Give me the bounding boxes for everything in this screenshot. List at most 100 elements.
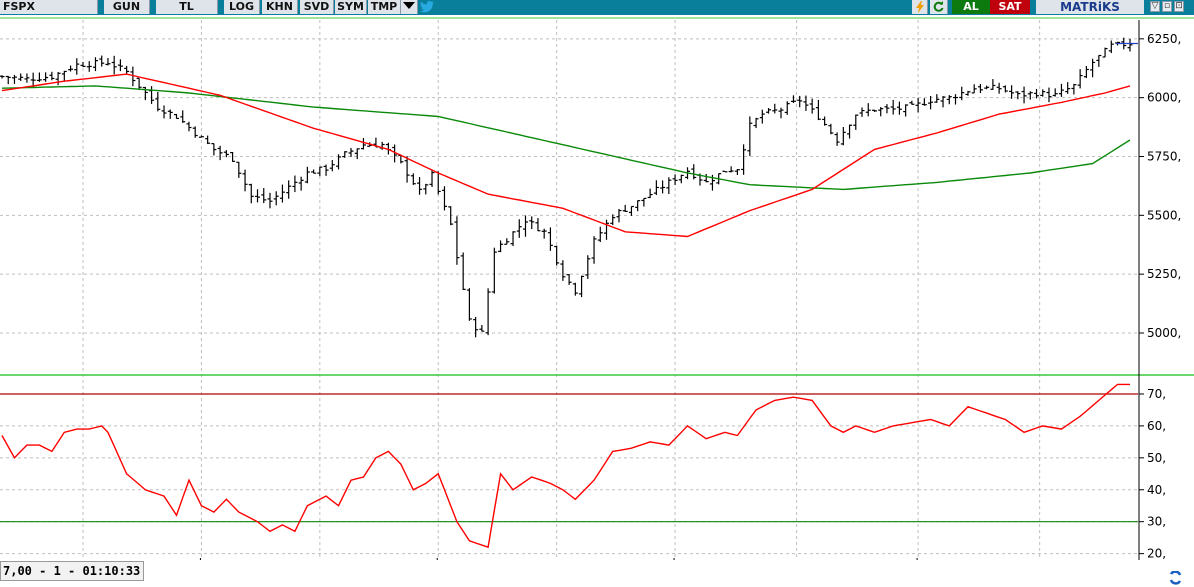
ohlc-bar: [404, 156, 410, 183]
khn-button[interactable]: KHN: [262, 0, 298, 14]
svd-button[interactable]: SVD: [300, 0, 334, 14]
symbol-field[interactable]: FSPX: [0, 0, 98, 14]
ohlc-bar: [1015, 91, 1021, 100]
refresh-button[interactable]: [930, 0, 948, 14]
ohlc-bar: [641, 197, 647, 207]
ohlc-bar: [217, 145, 223, 161]
ohlc-bar: [491, 247, 497, 294]
y-tick-label: 5500,: [1147, 208, 1181, 222]
ohlc-bar: [211, 143, 217, 156]
ohlc-bar: [61, 70, 67, 82]
ohlc-bar: [5, 75, 11, 85]
ohlc-bar: [105, 57, 111, 66]
y-tick-label: 6250,: [1147, 32, 1181, 46]
ohlc-bar: [117, 59, 123, 72]
ohlc-bar: [604, 219, 610, 240]
ohlc-bar: [498, 240, 504, 253]
ohlc-bar: [223, 150, 229, 158]
ohlc-bar: [822, 116, 828, 126]
ohlc-bar: [635, 200, 641, 212]
sync-icon[interactable]: [1166, 571, 1190, 585]
dropdown-button[interactable]: [401, 0, 418, 14]
lightning-button[interactable]: [912, 0, 928, 14]
ohlc-bar: [516, 219, 522, 238]
ohlc-bar: [304, 166, 310, 184]
gun-button[interactable]: GUN: [104, 0, 150, 14]
ohlc-bar: [111, 55, 117, 75]
ohlc-bar: [99, 55, 105, 67]
ohlc-bar: [286, 180, 292, 199]
ohlc-bar: [429, 170, 435, 187]
ohlc-bar: [628, 205, 634, 216]
minimize-icon[interactable]: ▫: [1162, 1, 1172, 12]
sym-button[interactable]: SYM: [335, 0, 367, 14]
lightning-icon: [915, 1, 924, 13]
ohlc-bar: [703, 173, 709, 183]
ohlc-bar: [423, 183, 429, 195]
ohlc-bar: [279, 184, 285, 203]
log-button[interactable]: LOG: [224, 0, 260, 14]
ohlc-bar: [759, 109, 765, 124]
ohlc-bar: [1065, 82, 1071, 94]
ohlc-bar: [354, 148, 360, 160]
ohlc-bar: [797, 95, 803, 108]
tl-button[interactable]: TL: [156, 0, 218, 14]
ohlc-bar: [435, 171, 441, 195]
ohlc-bar: [579, 275, 585, 298]
ohlc-bar: [884, 104, 890, 114]
ohlc-bar: [448, 206, 454, 226]
y-tick-label: 5000,: [1147, 326, 1181, 340]
ohlc-bar: [317, 166, 323, 177]
ohlc-bar: [784, 101, 790, 115]
ohlc-bar: [1058, 83, 1064, 97]
ohlc-bar: [753, 117, 759, 129]
sell-button[interactable]: SAT: [990, 0, 1030, 14]
ohlc-bar: [460, 252, 466, 291]
y2-tick-label: 50,: [1147, 451, 1166, 465]
chart-area[interactable]: Mar25Nis25May25Haz255000,5250,5500,5750,…: [0, 15, 1194, 560]
ohlc-bar: [772, 103, 778, 114]
ohlc-bar: [597, 226, 603, 243]
ohlc-bar: [853, 114, 859, 130]
ohlc-bar: [585, 255, 591, 279]
ohlc-bar: [1052, 88, 1058, 97]
refresh-icon: [933, 1, 944, 12]
ohlc-bar: [878, 107, 884, 117]
ohlc-bar: [865, 103, 871, 117]
ohlc-bar: [161, 105, 167, 119]
ohlc-bar: [1108, 40, 1114, 54]
ohlc-bar: [871, 109, 877, 112]
ohlc-bar: [80, 61, 86, 68]
ohlc-bar: [834, 132, 840, 146]
dropdown-menu-button[interactable]: ▽: [1150, 1, 1160, 12]
ohlc-bar: [1102, 47, 1108, 58]
ohlc-bar: [1040, 89, 1046, 97]
ohlc-bar: [205, 135, 211, 145]
y-tick-label: 6000,: [1147, 91, 1181, 105]
y-tick-label: 5750,: [1147, 149, 1181, 163]
ohlc-bar: [267, 192, 273, 209]
buy-button[interactable]: AL: [952, 0, 990, 14]
ohlc-bar: [0, 75, 5, 79]
ohlc-bar: [1077, 69, 1083, 89]
ohlc-bar: [572, 282, 578, 296]
restore-icon[interactable]: ⊡: [1174, 1, 1184, 12]
twitter-icon[interactable]: [420, 1, 435, 13]
ohlc-bar: [130, 66, 136, 87]
ohlc-bar: [1083, 66, 1089, 79]
ohlc-bar: [953, 94, 959, 105]
tmp-button[interactable]: TMP: [368, 0, 401, 14]
ohlc-bar: [896, 101, 902, 115]
ohlc-bar: [18, 73, 24, 81]
ohlc-bar: [996, 82, 1002, 94]
ohlc-bar: [734, 168, 740, 176]
ohlc-bar: [392, 144, 398, 163]
ohlc-bar: [92, 57, 98, 72]
ohlc-bar: [678, 174, 684, 184]
ohlc-bar: [921, 98, 927, 106]
ohlc-bar: [360, 137, 366, 150]
ohlc-bar: [68, 65, 74, 72]
ohlc-bar: [410, 173, 416, 185]
ohlc-bar: [741, 144, 747, 175]
y-tick-label: 5250,: [1147, 267, 1181, 281]
